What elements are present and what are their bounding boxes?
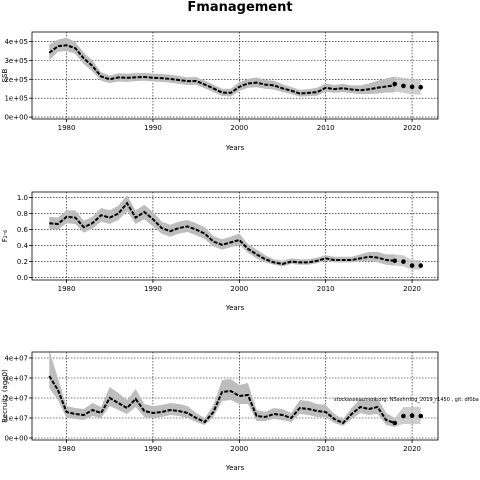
y-tick-label: 1.0: [17, 194, 28, 202]
x-tick-label: 2000: [230, 445, 248, 453]
page-title: Fmanagement: [187, 0, 293, 15]
forecast-point: [401, 259, 406, 264]
estimate-line: [48, 375, 396, 425]
x-tick-label: 1990: [144, 445, 162, 453]
y-tick-label: 0.0: [17, 274, 28, 282]
y-tick-label: 4e+07: [4, 355, 28, 363]
y-tick-label: 0e+00: [4, 435, 28, 443]
y-tick-label: 2e+05: [4, 76, 28, 84]
recruits-panel: 1980 1990 2000 2010 2020 0e+00 1e+07 2e+07 3e+07…: [1, 350, 479, 472]
confidence-band: [49, 350, 395, 427]
y-tick-label: 0.2: [17, 258, 28, 266]
x-axis-label: Years: [225, 464, 245, 472]
forecast-band: [394, 254, 421, 270]
y-tick-label: 0.6: [17, 226, 29, 234]
forecast-point: [401, 413, 406, 419]
forecast-point: [418, 413, 424, 419]
y-tick-label: 0.8: [17, 210, 28, 218]
x-tick-label: 1980: [58, 124, 76, 132]
ssb-panel: 1980 1990 2000 2010 2020 0e+00 1e+05 2e+05 3e+05…: [1, 31, 439, 152]
estimate-line: [49, 201, 395, 266]
estimate-line: [48, 44, 395, 95]
x-axis-label: Years: [225, 304, 245, 312]
y-tick-label: 3e+07: [4, 375, 28, 383]
x-axis-label: Years: [225, 144, 245, 152]
plot-frame: [31, 31, 439, 120]
plot-frame: [31, 191, 439, 281]
confidence-band: [49, 37, 395, 97]
x-tick-label: 2020: [403, 445, 421, 453]
x-tick-label: 1980: [58, 445, 76, 453]
forecast-point: [418, 263, 424, 268]
x-tick-label: 2010: [317, 445, 335, 453]
forecast-point: [401, 83, 406, 89]
y-tick-label: 4e+05: [4, 38, 28, 46]
x-tick-label: 2000: [230, 124, 248, 132]
y-axis-label: F₂-₆: [1, 230, 9, 242]
source-annotation: stockassessment.org: NSsehrring_2019_r14…: [334, 397, 479, 403]
y-tick-label: 0e+00: [4, 114, 28, 122]
forecast-point: [418, 84, 424, 90]
f-panel: 1980 1990 2000 2010 2020 0.0 0.2 0.4 0.6 0.8 1.0 Ye…: [1, 191, 439, 312]
confidence-band: [49, 195, 395, 267]
forecast-point: [409, 413, 415, 418]
x-tick-label: 2000: [230, 285, 248, 293]
y-axis-label: SSB: [1, 68, 9, 82]
x-tick-label: 2010: [317, 285, 335, 293]
x-tick-label: 1980: [58, 285, 76, 293]
forecast-point: [392, 420, 398, 426]
forecast-point: [392, 81, 398, 87]
forecast-band: [394, 407, 421, 427]
y-tick-label: 2e+07: [4, 395, 28, 403]
x-tick-label: 2020: [403, 285, 421, 293]
plot-frame: [31, 351, 439, 441]
y-tick-label: 3e+05: [4, 57, 28, 65]
forecast-point: [409, 84, 415, 90]
x-tick-label: 1990: [144, 285, 162, 293]
forecast-point: [392, 258, 398, 264]
x-tick-label: 1990: [144, 124, 162, 132]
forecast-point: [409, 263, 415, 268]
y-tick-label: 1e+07: [4, 415, 28, 423]
y-tick-label: 1e+05: [4, 95, 28, 103]
x-tick-label: 2020: [403, 124, 421, 132]
x-tick-label: 2010: [317, 124, 335, 132]
forecast-band: [394, 76, 421, 95]
y-tick-label: 0.4: [17, 242, 29, 250]
y-axis-label: Recruits (age0): [1, 369, 9, 423]
